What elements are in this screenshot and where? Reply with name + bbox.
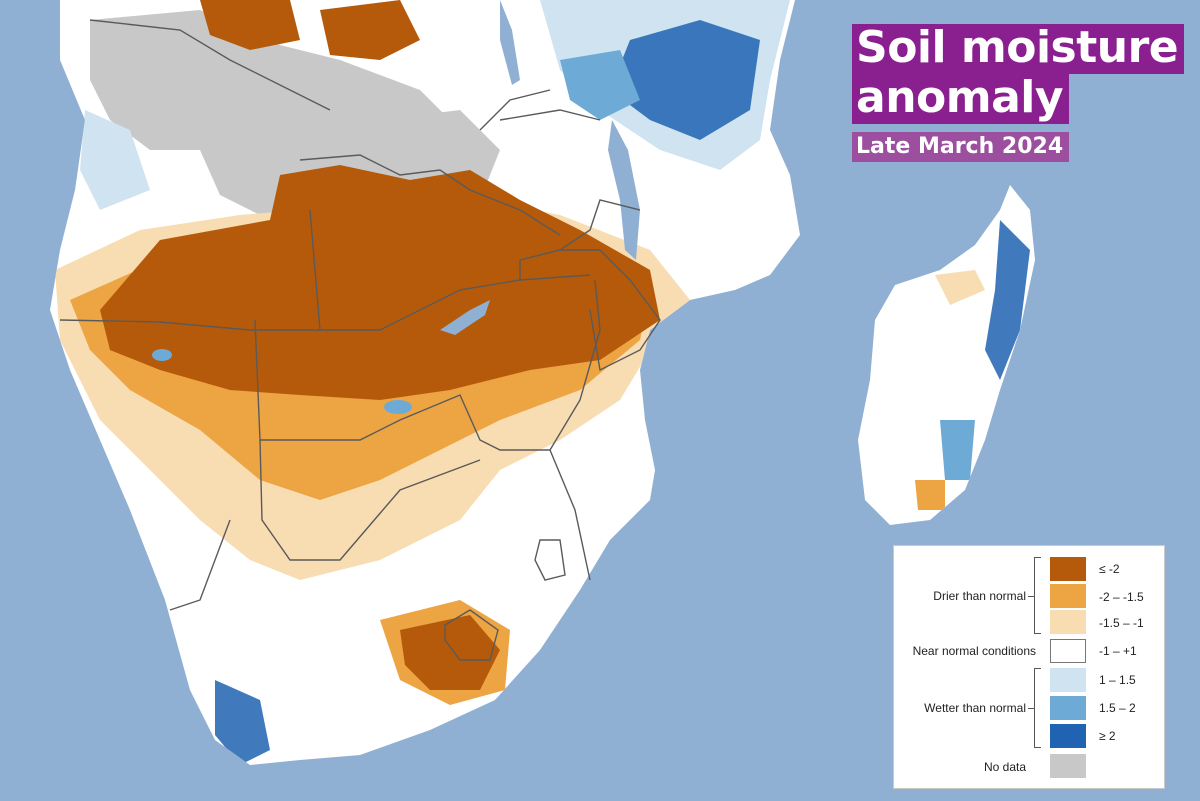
legend-swatch-near-normal (1050, 639, 1086, 663)
wetter-brace-tick (1028, 708, 1034, 709)
madagascar-landmass (858, 185, 1035, 525)
wet-patch-west (80, 110, 150, 210)
legend-label-near-normal: -1 – +1 (1099, 644, 1137, 658)
lake-kariba (440, 300, 490, 335)
legend-label-moderate-dry: -2 – -1.5 (1099, 590, 1144, 604)
legend-swatch-light-dry (1050, 610, 1086, 634)
lake-malawi (608, 120, 640, 260)
legend-swatch-severe-dry (1050, 557, 1086, 581)
severe-dry-patch-south (400, 615, 500, 690)
legend-swatch-moderate-dry (1050, 584, 1086, 608)
madagascar-dry-south (915, 480, 945, 510)
drier-brace-tick (1028, 596, 1034, 597)
wet-patch-northeast (560, 50, 640, 120)
madagascar-dry-west (935, 270, 985, 305)
madagascar (858, 185, 1035, 525)
legend-label-light-wet: 1 – 1.5 (1099, 673, 1136, 687)
wetter-brace (1034, 668, 1041, 748)
legend-label-severe-dry: ≤ -2 (1099, 562, 1120, 576)
madagascar-wet-light (940, 420, 975, 480)
legend-group-near-normal: Near normal conditions (912, 644, 1036, 658)
wet-patch-southwest (215, 680, 270, 765)
map-subtitle: Late March 2024 (852, 132, 1070, 162)
legend-label-severe-wet: ≥ 2 (1099, 729, 1116, 743)
legend-group-drier: Drier than normal (933, 589, 1026, 603)
title-block: Soil moisture anomaly Late March 2024 (852, 24, 1185, 162)
legend-group-wetter: Wetter than normal (924, 701, 1026, 715)
drier-brace (1034, 557, 1041, 634)
legend-swatch-moderate-wet (1050, 696, 1086, 720)
map-title-line-1: Soil moisture (852, 24, 1185, 74)
legend-label-light-dry: -1.5 – -1 (1099, 616, 1144, 630)
okavango-wetland (152, 349, 172, 361)
legend-swatch-no-data (1050, 754, 1086, 778)
makgadikgadi-pan (384, 400, 412, 414)
legend-swatch-light-wet (1050, 668, 1086, 692)
mainland-africa (50, 0, 800, 765)
legend-group-no-data: No data (983, 760, 1026, 774)
dry-patch-north (200, 0, 300, 50)
map-title-line-2: anomaly (852, 74, 1070, 124)
dry-patch-north-2 (320, 0, 420, 60)
madagascar-wet-east (985, 220, 1030, 380)
severe-dry-core (100, 165, 660, 400)
legend-label-moderate-wet: 1.5 – 2 (1099, 701, 1136, 715)
legend: Drier than normal ≤ -2 -2 – -1.5 -1.5 – … (893, 545, 1165, 789)
very-wet-region-northeast (610, 20, 760, 140)
legend-swatch-severe-wet (1050, 724, 1086, 748)
lake-tanganyika (500, 0, 520, 85)
country-borders (59, 19, 661, 661)
